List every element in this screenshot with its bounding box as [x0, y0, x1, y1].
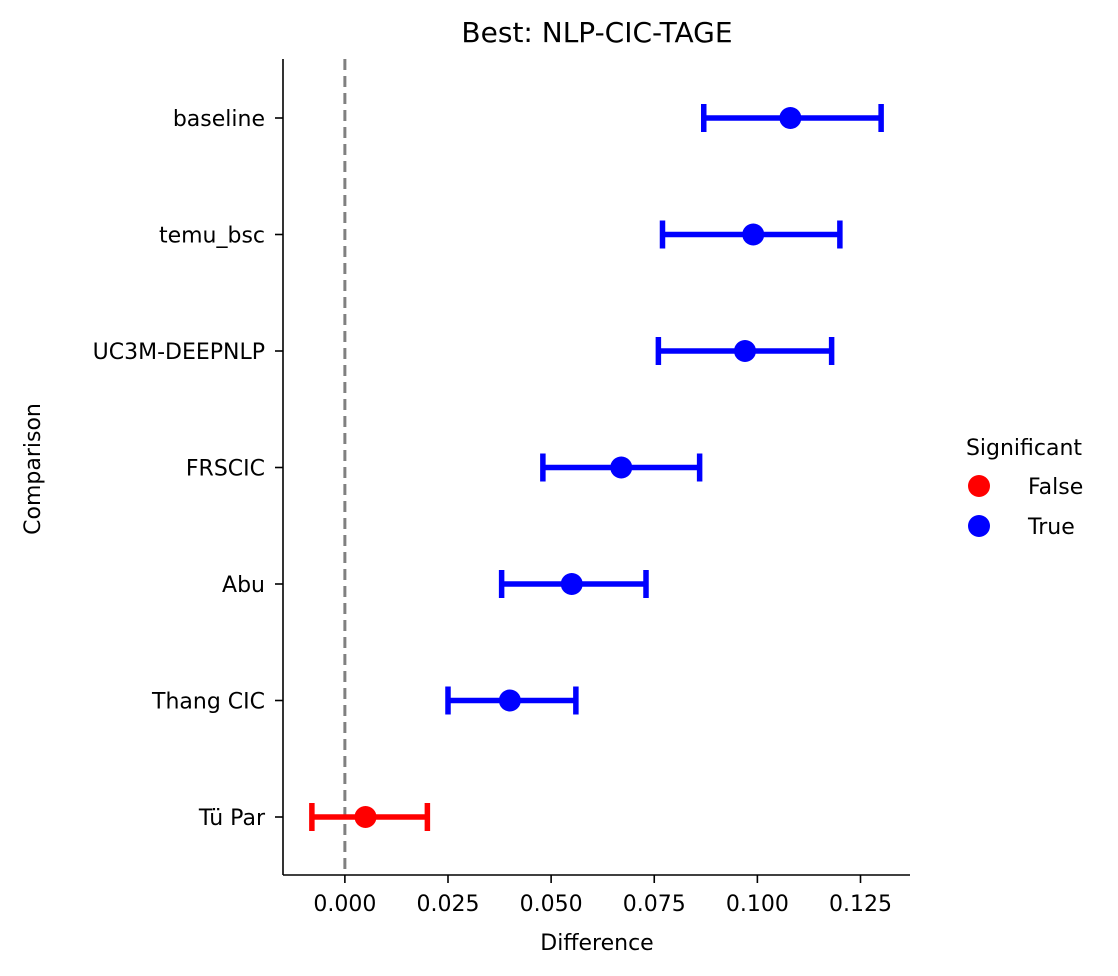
legend-title: Significant: [966, 436, 1082, 461]
data-point: [610, 456, 633, 479]
x-tick-label: 0.125: [829, 892, 892, 917]
y-tick-label: temu_bsc: [159, 224, 265, 249]
error-bar-group: [540, 453, 703, 482]
chart-title: Best: NLP-CIC-TAGE: [461, 16, 732, 49]
data-point: [354, 806, 377, 828]
legend-label: True: [1027, 515, 1075, 540]
x-tick-label: 0.100: [726, 892, 789, 917]
y-tick-label: Abu: [222, 573, 265, 598]
data-point: [742, 223, 765, 246]
error-bar-group: [659, 220, 843, 249]
error-bar-group: [701, 104, 884, 132]
legend-label: False: [1028, 475, 1083, 500]
x-tick-label: 0.000: [313, 892, 376, 917]
legend: Significant False True: [966, 436, 1083, 540]
error-bar-group: [445, 686, 579, 715]
y-tick-label: baseline: [173, 107, 265, 132]
data-marks: [309, 104, 884, 831]
x-tick-label: 0.050: [520, 892, 583, 917]
legend-marker: [968, 515, 990, 537]
data-point: [779, 107, 802, 129]
error-bar-group: [498, 570, 649, 598]
data-point: [498, 689, 521, 712]
y-tick-labels: baseline temu_bsc UC3M-DEEPNLP FRSCIC Abu Tha…: [93, 107, 283, 831]
x-tick-label: 0.075: [623, 892, 686, 917]
data-point: [734, 340, 756, 362]
data-point: [560, 573, 583, 595]
x-tick-labels: 0.000 0.025 0.050 0.075 0.100 0.125: [313, 875, 892, 917]
y-tick-label: Tü Par: [198, 806, 266, 831]
y-axis-label: Comparison: [21, 403, 46, 535]
y-tick-label: Thang CIC: [151, 690, 265, 715]
legend-entries: False True: [968, 475, 1083, 540]
error-bar-group: [309, 803, 431, 831]
legend-marker: [968, 475, 990, 497]
x-axis-label: Difference: [540, 931, 653, 956]
y-tick-label: UC3M-DEEPNLP: [93, 340, 265, 365]
x-tick-label: 0.025: [417, 892, 480, 917]
error-bar-group: [655, 337, 835, 365]
y-tick-label: FRSCIC: [186, 457, 265, 482]
